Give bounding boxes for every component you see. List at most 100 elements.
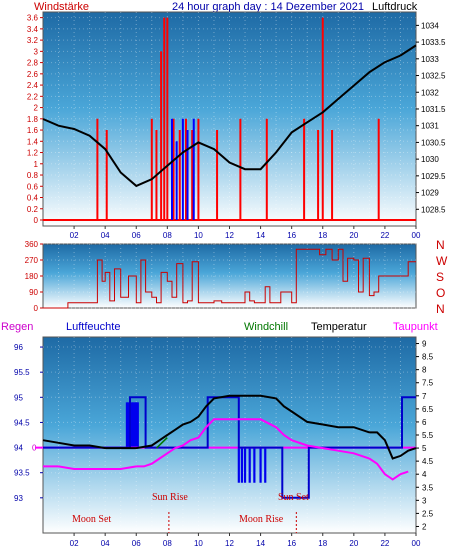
temperature-grid — [43, 337, 416, 533]
x-tick-label: 20 — [349, 539, 358, 548]
rain-bars — [125, 402, 267, 483]
wind-tick-label: 0.4 — [27, 194, 39, 203]
wind-tick-label: 1.6 — [27, 126, 39, 135]
wind-tick-label: 3.2 — [27, 36, 39, 45]
temperature-tick-label: 6.5 — [422, 405, 434, 414]
direction-tick-label: 360 — [25, 240, 39, 249]
pressure-tick-label: 1033 — [421, 55, 439, 64]
pressure-tick-label: 1032 — [421, 88, 439, 97]
humidity-tick-label: 95.5 — [14, 368, 30, 377]
x-tick-label: 02 — [70, 231, 79, 240]
wind-axis-ticks: 0 0.2 0.4 0.6 0.8 1 1.2 1.4 1.6 1.8 2 2.2 2.4 2.6 2.8 3… — [27, 14, 43, 225]
temperature-tick-label: 5.5 — [422, 431, 434, 440]
x-tick-label: 18 — [318, 231, 327, 240]
x-tick-label: 06 — [132, 539, 141, 548]
wind-pressure-x-ticks: 02 04 06 08 10 12 14 16 18 20 22 00 — [70, 226, 421, 240]
dewpoint-line — [43, 418, 409, 481]
legend-luftfeuchte: Luftfeuchte — [66, 321, 120, 333]
wind-tick-label: 3 — [34, 47, 39, 56]
wind-tick-label: 0.6 — [27, 182, 39, 191]
x-tick-label: 08 — [163, 539, 172, 548]
header-right: Luftdruck — [372, 1, 418, 13]
x-tick-label: 22 — [380, 539, 389, 548]
compass-label: O — [436, 286, 445, 300]
header-center: 24 hour graph day : 14 Dezember 2021 — [172, 1, 364, 13]
temperature-tick-label: 7 — [422, 392, 427, 401]
x-tick-label: 00 — [412, 539, 421, 548]
wind-tick-label: 0.8 — [27, 171, 39, 180]
header-left: Windstärke — [34, 1, 89, 13]
x-tick-label: 00 — [412, 231, 421, 240]
wind-tick-label: 2.4 — [27, 81, 39, 90]
x-tick-label: 12 — [225, 539, 234, 548]
temperature-legend: Regen Luftfeuchte Windchill Temperatur T… — [1, 321, 438, 333]
temperature-tick-label: 8.5 — [422, 353, 434, 362]
wind-tick-label: 2.8 — [27, 59, 39, 68]
wind-tick-label: 2.6 — [27, 70, 39, 79]
x-tick-label: 08 — [163, 231, 172, 240]
pressure-tick-label: 1028.5 — [421, 205, 446, 214]
temperature-tick-label: 2.5 — [422, 509, 434, 518]
legend-regen: Regen — [1, 321, 33, 333]
temperature-tick-label: 3.5 — [422, 483, 434, 492]
pressure-tick-label: 1030.5 — [421, 138, 446, 147]
temperature-humidity-panel: 93 93.5 94 94.5 95 95.5 96 0 2 2.5 3 3.5 4 4.5 5 5.5 6 6… — [14, 336, 434, 548]
pressure-tick-label: 1033.5 — [421, 38, 446, 47]
temperature-x-ticks: 02 04 06 08 10 12 14 16 18 20 22 00 — [70, 533, 421, 548]
temperature-line — [42, 394, 417, 460]
x-tick-label: 14 — [256, 231, 265, 240]
x-tick-label: 12 — [225, 231, 234, 240]
pressure-tick-label: 1031.5 — [421, 105, 446, 114]
legend-temperatur: Temperatur — [311, 321, 367, 333]
legend-windchill: Windchill — [244, 321, 288, 333]
wind-pressure-panel: 0 0.2 0.4 0.6 0.8 1 1.2 1.4 1.6 1.8 2 2.2 2.4 2.6 2.8 3… — [27, 11, 446, 240]
compass-label: W — [436, 254, 448, 268]
humidity-tick-label: 93 — [14, 494, 23, 503]
wind-tick-label: 1 — [34, 160, 39, 169]
wind-tick-label: 2 — [34, 104, 39, 113]
windchill-line — [155, 437, 168, 449]
direction-tick-label: 0 — [34, 304, 39, 313]
humidity-tick-label: 94.5 — [14, 418, 30, 427]
humidity-tick-label: 95 — [14, 393, 23, 402]
temperature-tick-label: 8 — [422, 366, 427, 375]
compass-label: S — [436, 270, 444, 284]
x-tick-label: 18 — [318, 539, 327, 548]
x-tick-label: 16 — [287, 231, 296, 240]
direction-tick-label: 180 — [25, 272, 39, 281]
x-tick-label: 04 — [101, 231, 110, 240]
temperature-tick-label: 3 — [422, 496, 427, 505]
pressure-tick-label: 1029.5 — [421, 172, 446, 181]
humidity-line — [43, 396, 416, 499]
wind-tick-label: 3.4 — [27, 25, 39, 34]
humidity-tick-label: 93.5 — [14, 469, 30, 478]
pressure-line — [42, 44, 417, 188]
x-tick-label: 02 — [70, 539, 79, 548]
direction-tick-label: 90 — [29, 288, 38, 297]
temperature-tick-label: 4 — [422, 470, 427, 479]
x-tick-label: 10 — [194, 231, 203, 240]
direction-axis-ticks: 0 90 180 270 360 — [25, 240, 43, 313]
wind-tick-label: 3.6 — [27, 14, 39, 23]
wind-direction-line — [43, 248, 416, 309]
humidity-tick-label: 96 — [14, 343, 23, 352]
temperature-tick-label: 2 — [422, 522, 427, 531]
pressure-tick-label: 1031 — [421, 122, 439, 131]
wind-tick-label: 1.2 — [27, 149, 39, 158]
direction-tick-label: 270 — [25, 256, 39, 265]
pressure-tick-label: 1034 — [421, 21, 439, 30]
compass-label: N — [436, 302, 445, 316]
temperature-plot-bg — [42, 336, 417, 534]
pressure-tick-label: 1030 — [421, 155, 439, 164]
wind-tick-label: 0.2 — [27, 205, 39, 214]
sun-rise-label: Sun Rise — [152, 492, 188, 503]
x-tick-label: 16 — [287, 539, 296, 548]
temperature-tick-label: 6 — [422, 418, 427, 427]
humidity-tick-label: 94 — [14, 444, 23, 453]
legend-taupunkt: Taupunkt — [393, 321, 438, 333]
pressure-axis-ticks: 1028.5 1029 1029.5 1030 1030.5 1031 1031.5 1032… — [416, 21, 446, 214]
x-tick-label: 10 — [194, 539, 203, 548]
humidity-axis-ticks: 93 93.5 94 94.5 95 95.5 96 0 — [14, 343, 43, 503]
